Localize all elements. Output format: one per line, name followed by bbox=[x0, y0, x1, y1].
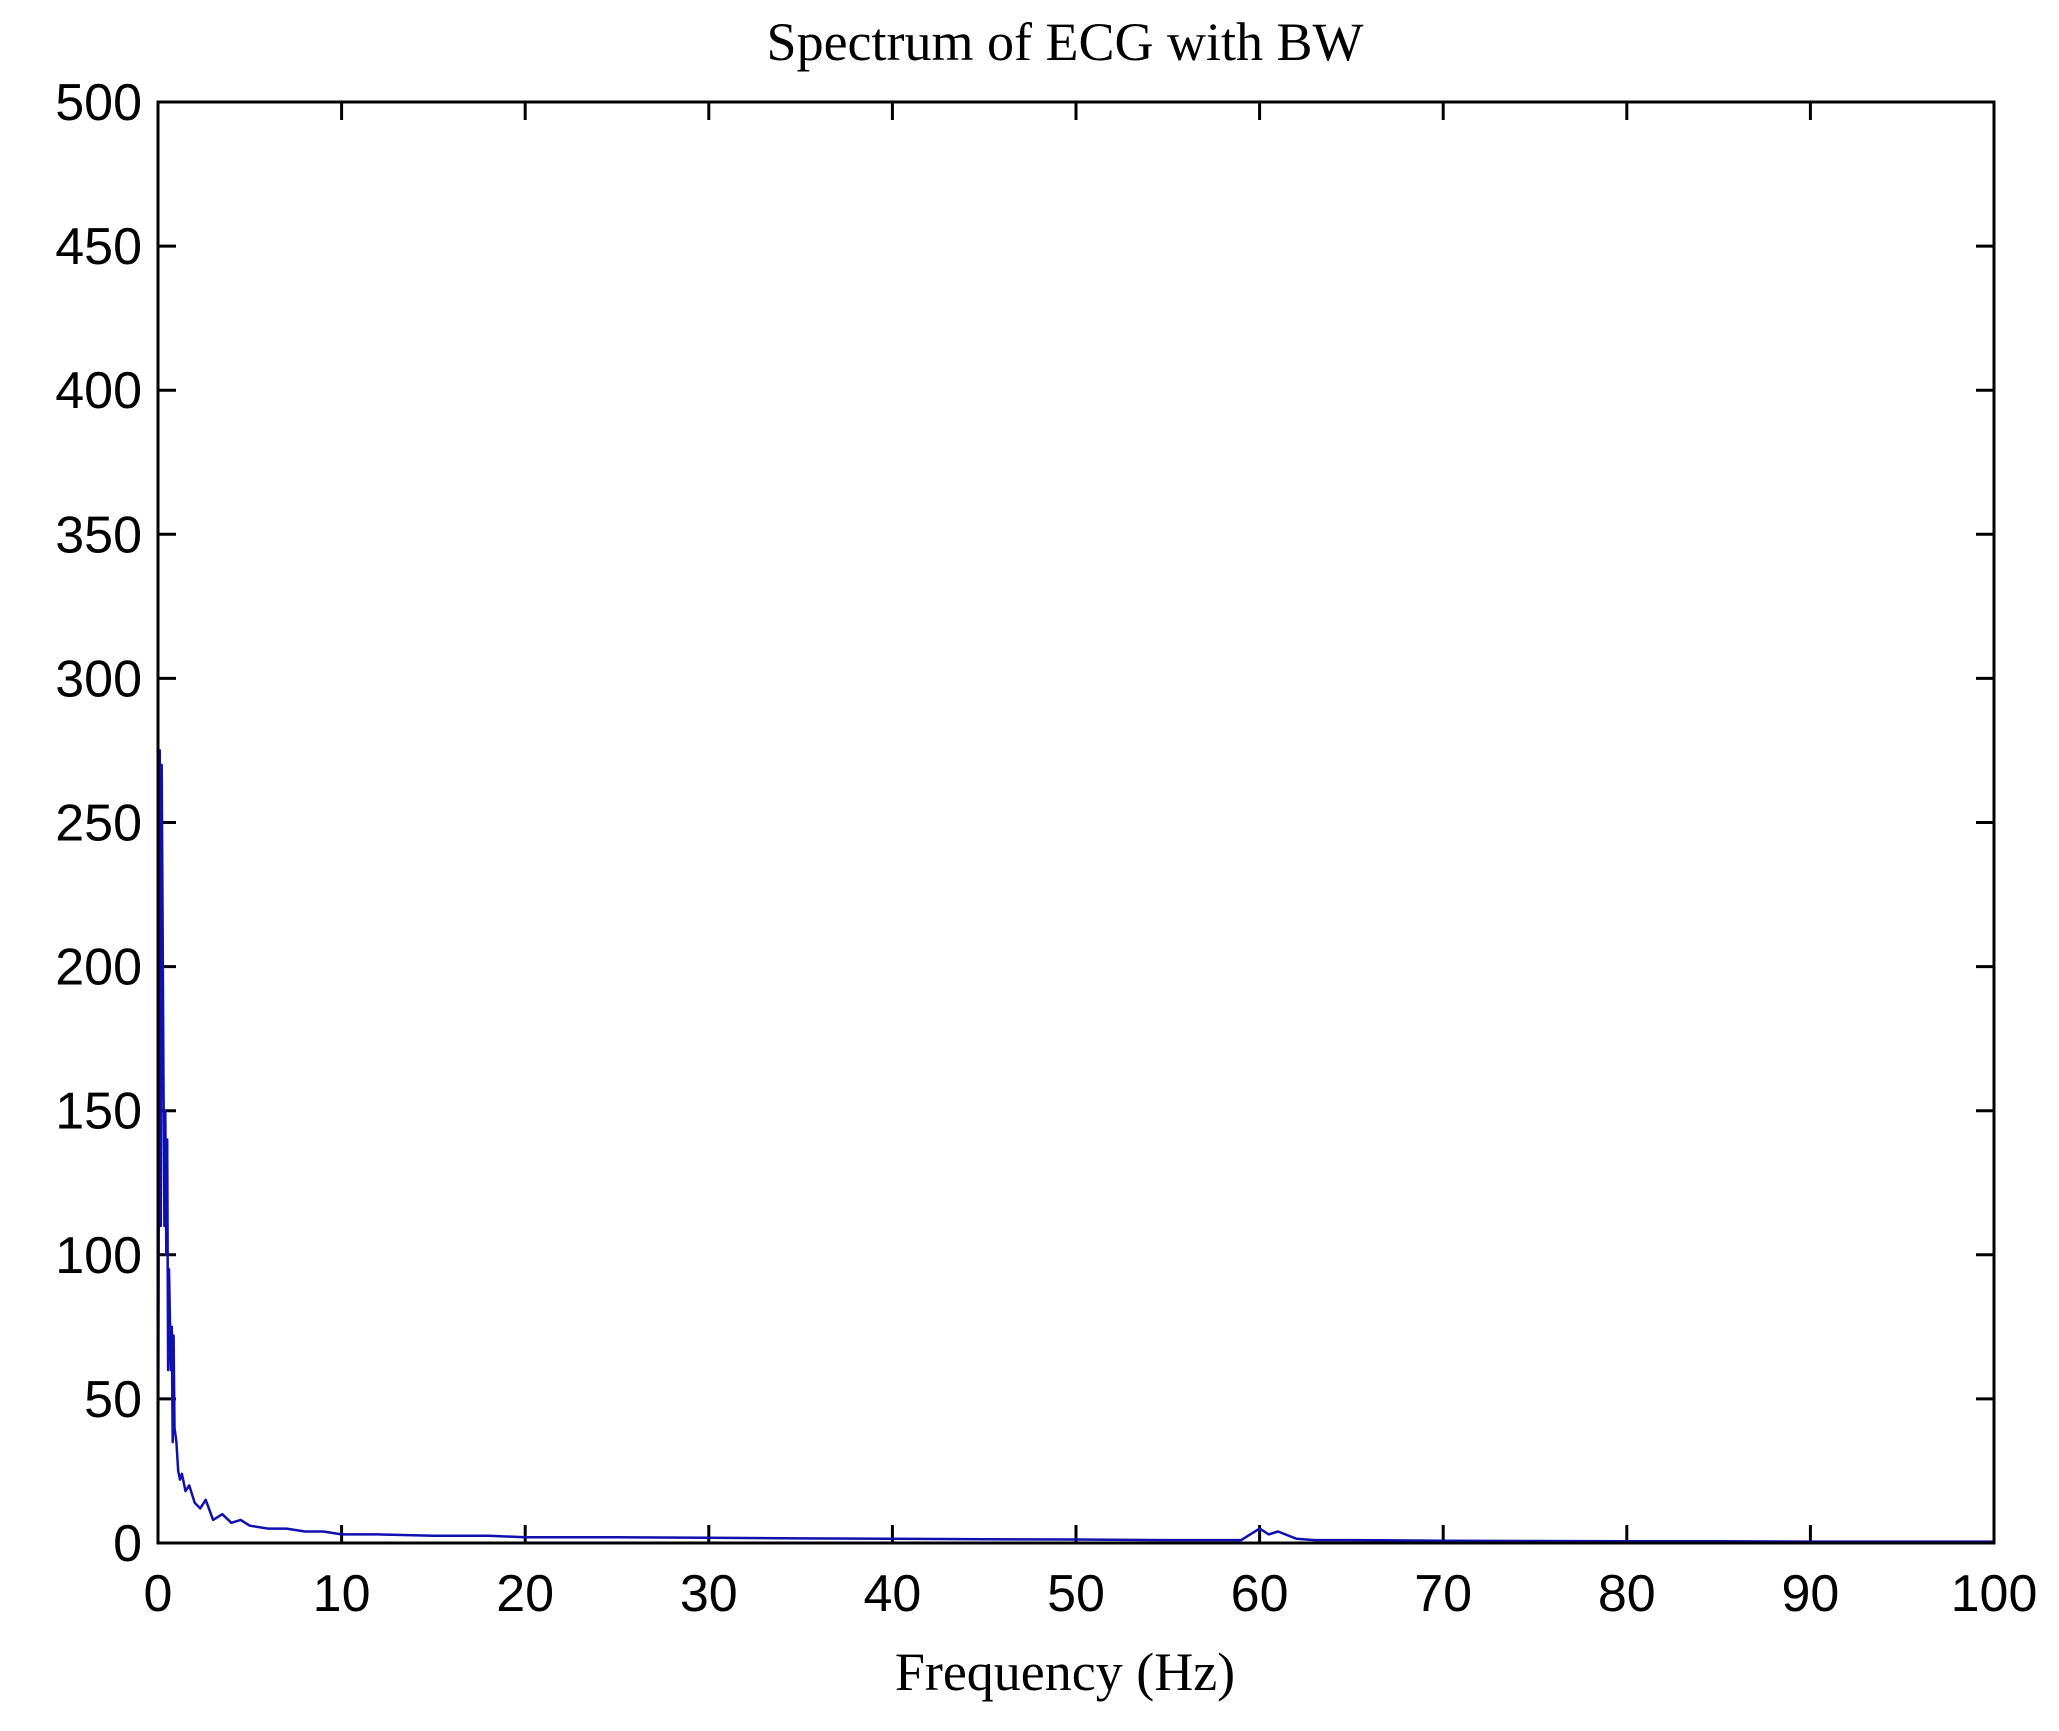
plot-series bbox=[156, 749, 1994, 1544]
axis-ticks: 0 10 20 30 40 50 60 70 80 90 100 0 50 100 150 200 250 300… bbox=[55, 74, 2037, 1623]
y-tick-label: 0 bbox=[113, 1515, 142, 1573]
y-tick-label: 500 bbox=[55, 74, 142, 132]
chart-title: Spectrum of ECG with BW bbox=[767, 12, 1364, 72]
y-tick-label: 450 bbox=[55, 218, 142, 276]
x-tick-label: 30 bbox=[680, 1565, 738, 1623]
x-tick-label: 0 bbox=[144, 1565, 173, 1623]
x-tick-label: 20 bbox=[496, 1565, 554, 1623]
x-tick-label: 80 bbox=[1598, 1565, 1656, 1623]
y-tick-label: 250 bbox=[55, 795, 142, 853]
y-tick-label: 300 bbox=[55, 650, 142, 708]
x-tick-label: 90 bbox=[1781, 1565, 1839, 1623]
x-tick-label: 40 bbox=[863, 1565, 921, 1623]
y-tick-label: 200 bbox=[55, 939, 142, 997]
x-tick-label: 60 bbox=[1231, 1565, 1289, 1623]
x-tick-label: 70 bbox=[1414, 1565, 1472, 1623]
plot-frame bbox=[156, 100, 1996, 1545]
x-tick-label: 50 bbox=[1047, 1565, 1105, 1623]
spectrum-series-line bbox=[156, 749, 1994, 1544]
y-tick-label: 150 bbox=[55, 1083, 142, 1141]
y-tick-label: 50 bbox=[84, 1371, 142, 1429]
y-tick-label: 100 bbox=[55, 1227, 142, 1285]
x-tick-label: 100 bbox=[1951, 1565, 2038, 1623]
y-tick-label: 350 bbox=[55, 506, 142, 564]
y-tick-label: 400 bbox=[55, 362, 142, 420]
x-tick-label: 10 bbox=[313, 1565, 371, 1623]
x-axis-label: Frequency (Hz) bbox=[895, 1642, 1235, 1702]
